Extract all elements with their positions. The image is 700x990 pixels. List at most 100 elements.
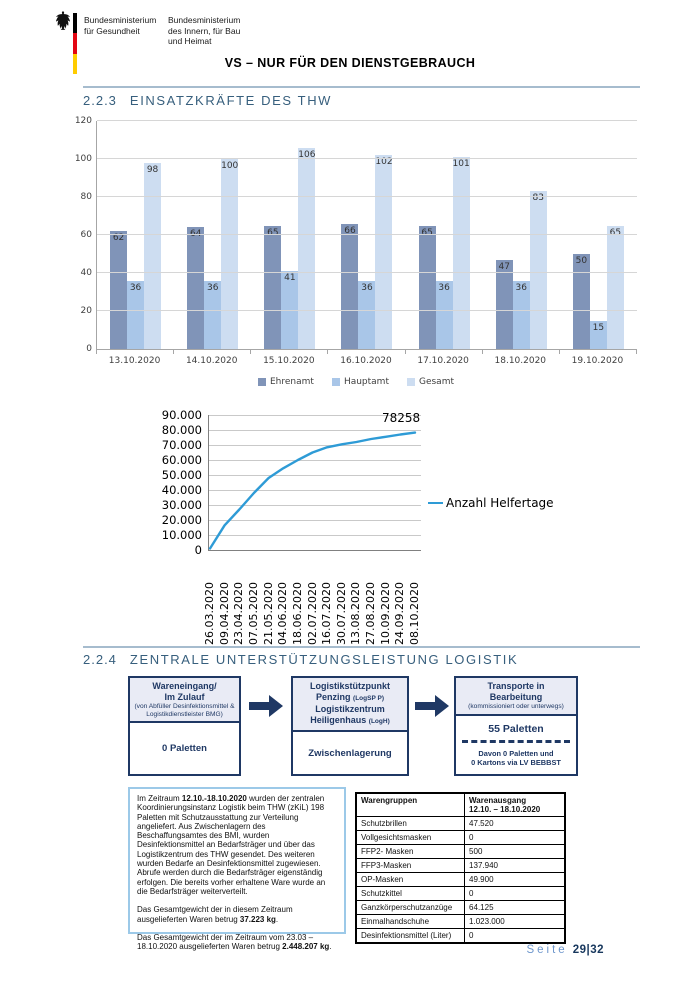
warengruppen-table: Warengruppen Warenausgang 12.10. – 18.10… [355,792,566,944]
gridline [209,445,421,446]
legend-item: Ehrenamt [257,377,314,387]
table-cell-warengruppe: Ganzkörperschutzanzüge [355,900,466,915]
gridline [97,158,637,159]
flow-title-small: (LogH) [368,718,390,725]
bar-value-label: 50 [575,256,588,266]
x-axis-tick [328,350,406,354]
x-axis-tick-label: 30.07.2020 [334,582,348,645]
line-chart-legend: Anzahl Helfertage [428,496,554,510]
x-axis-tick-label: 18.06.2020 [290,582,304,645]
x-axis-tick-label: 19.10.2020 [571,356,624,366]
legend-item: Gesamt [406,377,454,387]
legend-line-swatch [428,501,443,505]
y-axis-tick-label: 100 [74,154,92,164]
x-axis-tick-label: 07.05.2020 [246,582,260,645]
bar-value-label: 36 [361,282,373,293]
bar-value-label: 36 [515,282,527,293]
x-axis-tick-label: 10.09.2020 [378,582,392,645]
text-segment: Im Zeitraum [137,794,182,803]
x-axis-tick [483,350,560,354]
table-cell-menge: 0 [464,928,566,944]
x-axis-tick-label: 09.04.2020 [217,582,231,645]
flow-title-main: Penzing [316,692,351,702]
bar-hauptamt: 36 [358,280,376,349]
summary-paragraph: Das Gesamtgewicht der im Zeitraum vom 23… [137,933,337,952]
table-row: FFP3-Masken 137.940 [355,858,566,873]
dashed-divider [462,740,570,744]
text-segment-bold: 2.448.207 kg [282,942,330,952]
ministry-interior-label: Bundesministerium des Innern, für Bau un… [168,15,241,46]
flow-box-value: 55 Paletten [488,722,544,735]
gridline [97,234,637,235]
x-axis-tick-label: 04.06.2020 [276,582,290,645]
table-row: Ganzkörperschutzanzüge 64.125 [355,900,566,915]
bar-group: 47 36 83 [483,121,560,349]
x-axis-tick [97,350,175,354]
table-cell-warengruppe: FFP3-Masken [355,858,466,873]
gridline [209,535,421,536]
logistics-flow-diagram: Wareneingang/ Im Zulauf (von Abfüller De… [128,676,578,776]
bar-ehrenamt: 62 [110,231,128,349]
footer-label: Seite [526,944,568,956]
bar-chart-einsatzkraefte: 6236986436100654110666361026536101473683… [72,116,640,398]
table-header-warengruppen: Warengruppen [355,792,466,817]
legend-swatch [406,378,415,386]
bar-group: 66 36 102 [328,121,405,349]
page-number: 29|32 [572,944,604,956]
bar-value-label: 65 [421,227,433,238]
y-axis-tick-label: 60.000 [161,453,202,467]
bar-value-label: 15 [592,322,605,333]
bar-value-label: 100 [221,161,239,171]
line-chart-plot-area [208,415,421,551]
bar-gesamt: 100 [221,159,238,349]
table-cell-menge: 500 [464,844,566,859]
bar-gesamt: 98 [144,162,162,349]
bar-gesamt: 101 [453,157,470,349]
bar-chart-plot-area: 6236986436100654110666361026536101473683… [96,120,637,350]
x-axis-tick-label: 14.10.2020 [185,356,238,366]
bar-value-label: 65 [609,227,622,238]
table-cell-warengruppe: Schutzbrillen [355,816,466,831]
y-axis-tick-label: 60 [80,230,92,240]
bar-gesamt: 65 [606,225,624,349]
y-axis-tick-label: 70.000 [161,438,202,452]
gridline [97,120,637,121]
gridline [209,415,421,416]
x-axis-tick-label: 13.08.2020 [349,582,363,645]
text-segment: Das Gesamtgewicht der im Zeitraum vom 23… [137,932,314,952]
bar-value-label: 66 [344,225,356,236]
line-chart-helfertage: 78258 Anzahl Helfertage 90.000 80.000 70.0… [152,408,572,646]
bar-ehrenamt: 66 [341,223,359,349]
flow-box-title: Wareneingang/ Im Zulauf [152,681,217,702]
x-axis-tick-label: 13.10.2020 [108,356,161,366]
ministry-health-label: Bundesministerium für Gesundheit [84,15,157,36]
legend-label: Gesamt [418,377,454,387]
table-row: OP-Masken 49.900 [355,872,566,887]
flow-box-title-line: Logistikstützpunkt [310,681,390,691]
section-heading-223: 2.2.3 EINSATZKRÄFTE DES THW [83,93,332,108]
bar-group: 65 36 101 [406,121,483,349]
bar-value-label: 102 [375,157,393,168]
y-axis-tick-label: 0 [194,543,202,557]
x-axis-tick [251,350,329,354]
section-title: ZENTRALE UNTERSTÜTZUNGSLEISTUNG LOGISTIK [129,652,519,667]
classification-banner: VS – NUR FÜR DEN DIENSTGEBRAUCH [224,56,476,70]
x-axis-labels: 13.10.2020 14.10.2020 15.10.2020 16.10.2020… [96,356,636,366]
table-row: Desinfektionsmittel (Liter) 0 [355,928,566,944]
flow-box-value: Zwischenlagerung [308,747,392,759]
x-axis-tick-label: 08.10.2020 [408,582,421,645]
text-segment-bold: 12.10.-18.10.2020 [181,794,247,803]
flow-arrow-icon [409,676,454,776]
bar-value-label: 36 [129,282,142,293]
y-axis-tick-label: 50.000 [161,468,202,482]
bar-value-label: 101 [452,159,470,170]
line-end-value-label: 78258 [382,411,421,425]
bar-group: 62 36 98 [97,121,174,349]
flow-box-header: Wareneingang/ Im Zulauf (von Abfüller De… [130,678,239,724]
x-axis-tick-label: 16.07.2020 [320,582,334,645]
y-axis-tick-label: 80 [80,192,92,202]
table-row: Vollgesichtsmasken 0 [355,830,566,845]
bar-value-label: 41 [284,273,296,284]
section-number: 2.2.4 [83,652,117,667]
